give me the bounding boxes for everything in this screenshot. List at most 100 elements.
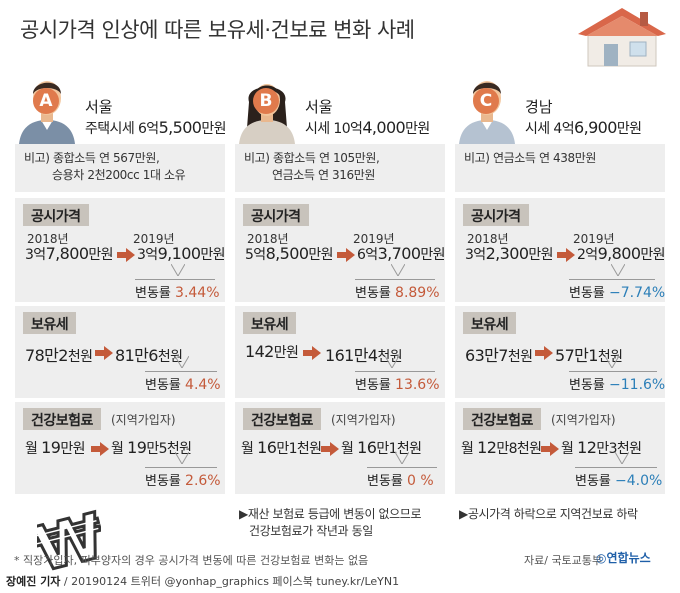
rate: 변동률 3.44%: [135, 285, 220, 301]
value-from: 63만7천원: [465, 346, 533, 365]
value-to: 3억9,100만원: [137, 244, 226, 263]
case-c: C 경남 시세 4억6,900만원 비고) 연금소득 연 438만원 공시가격 …: [455, 72, 667, 547]
year-from: 2018년: [247, 232, 289, 246]
year-from: 2018년: [467, 232, 509, 246]
assess-section: 공시가격 2018년 2019년 3억7,800만원 3억9,100만원 변동률…: [15, 198, 226, 302]
note-line: 비고) 연금소득 연 438만원: [464, 151, 596, 165]
rate-pointer: [615, 452, 629, 464]
value-from: 5억8,500만원: [245, 244, 334, 263]
arrow-icon: [91, 442, 109, 456]
assess-section: 공시가격 2018년 2019년 5억8,500만원 6억3,700만원 변동률…: [235, 198, 446, 302]
arrow-icon: [557, 248, 575, 262]
case-footnote: ▶재산 보험료 등급에 변동이 없으므로 건강보험료가 작년과 동일: [239, 506, 421, 540]
note-box: 비고) 종합소득 연 567만원, 승용차 2천200cc 1대 소유: [15, 144, 225, 192]
section-tag: 건강보험료: [463, 408, 541, 430]
value-from: 142만원: [245, 342, 299, 361]
case-footnote: ▶공시가격 하락으로 지역건보료 하락: [459, 506, 638, 523]
arrow-icon: [321, 442, 339, 456]
rate: 변동률 2.6%: [145, 473, 221, 489]
market-price: 주택시세 6억5,500만원: [85, 118, 227, 137]
rate: 변동률 13.6%: [355, 377, 440, 393]
region: 서울: [85, 98, 113, 116]
rate-divider: [145, 354, 217, 372]
value-from: 3억7,800만원: [25, 244, 114, 263]
rate: 변동률 −11.6%: [569, 377, 666, 393]
case-b: B 서울 시세 10억4,000만원 비고) 종합소득 연 105만원, 연금소…: [235, 72, 447, 547]
rate-divider: [569, 262, 655, 280]
section-tag: 공시가격: [243, 204, 309, 226]
section-tag-sub: (지역가입자): [331, 413, 396, 427]
rate-pointer: [175, 356, 189, 368]
section-tag-sub: (지역가입자): [551, 413, 616, 427]
value-to: 월 19만5천원: [111, 438, 192, 457]
case-a: A 서울 주택시세 6억5,500만원 비고) 종합소득 연 567만원, 승용…: [15, 72, 227, 574]
rate-divider: [355, 262, 435, 280]
rate-pointer: [611, 264, 625, 276]
market-price: 시세 4억6,900만원: [525, 118, 642, 137]
rate: 변동률 4.4%: [145, 377, 221, 393]
value-to: 81만6천원: [115, 346, 183, 365]
rate-divider: [355, 354, 435, 372]
holding-tax-section: 보유세 142만원 161만4천원 변동률 13.6%: [235, 306, 445, 398]
logo-icon: ◎: [596, 551, 607, 565]
logo: ◎연합뉴스: [596, 549, 651, 566]
page-title: 공시가격 인상에 따른 보유세·건보료 변화 사례: [20, 18, 415, 42]
rate-divider: [569, 354, 657, 372]
arrow-icon: [95, 346, 113, 360]
footnote: * 직장가입자, 피부양자의 경우 공시가격 변동에 따른 건강보험료 변화는 …: [14, 554, 369, 567]
value-from: 78만2천원: [25, 346, 93, 365]
note-line: 비고) 종합소득 연 567만원,: [24, 151, 160, 165]
rate-divider: [575, 450, 657, 468]
rate: 변동률 8.89%: [355, 285, 440, 301]
assess-section: 공시가격 2018년 2019년 3억2,300만원 2억9,800만원 변동률…: [455, 198, 666, 302]
section-tag: 건강보험료: [23, 408, 101, 430]
holding-tax-section: 보유세 63만7천원 57만1천원 변동률 −11.6%: [455, 306, 665, 398]
case-badge: A: [33, 88, 59, 114]
arrow-icon: [117, 248, 135, 262]
year-to: 2019년: [353, 232, 395, 246]
arrow-icon: [541, 442, 559, 456]
section-tag: 보유세: [23, 312, 77, 334]
rate: 변동률 0 %: [367, 473, 434, 489]
rate-pointer: [605, 356, 619, 368]
health-ins-section: 건강보험료 (지역가입자) 월 19만원 월 19만5천원 변동률 2.6%: [15, 402, 225, 494]
value-to: 월 12만3천원: [561, 438, 642, 457]
rate-pointer: [391, 264, 405, 276]
section-tag: 공시가격: [463, 204, 529, 226]
value-from: 월 12만8천원: [461, 438, 542, 457]
region: 서울: [305, 98, 333, 116]
health-ins-section: 건강보험료 (지역가입자) 월 12만8천원 월 12만3천원 변동률 −4.0…: [455, 402, 665, 494]
value-to: 6억3,700만원: [357, 244, 446, 263]
rate-pointer: [395, 452, 409, 464]
section-tag-sub: (지역가입자): [111, 413, 176, 427]
arrow-icon: [303, 346, 321, 360]
rate: 변동률 −4.0%: [575, 473, 663, 489]
holding-tax-section: 보유세 78만2천원 81만6천원 변동률 4.4%: [15, 306, 225, 398]
logo-text: 연합뉴스: [606, 551, 651, 565]
health-ins-section: 건강보험료 (지역가입자) 월 16만1천원 월 16만1천원 변동률 0 %: [235, 402, 445, 494]
note-line: 연금소득 연 316만원: [272, 168, 376, 182]
won-symbol-icon: ₩: [37, 508, 101, 574]
value-to: 월 16만1천원: [341, 438, 422, 457]
note-line: 승용차 2천200cc 1대 소유: [52, 168, 186, 182]
rate-divider: [367, 450, 437, 468]
credit-name: 장예진 기자: [6, 575, 61, 588]
note-line: 비고) 종합소득 연 105만원,: [244, 151, 380, 165]
case-badge: C: [473, 88, 499, 114]
note-box: 비고) 연금소득 연 438만원: [455, 144, 665, 192]
section-tag: 보유세: [243, 312, 297, 334]
section-tag: 보유세: [463, 312, 517, 334]
house-icon: [578, 8, 666, 67]
credit: 장예진 기자 / 20190124 트위터 @yonhap_graphics 페…: [6, 573, 399, 589]
value-to: 2억9,800만원: [577, 244, 666, 263]
section-tag: 건강보험료: [243, 408, 321, 430]
section-tag: 공시가격: [23, 204, 89, 226]
value-from: 월 16만1천원: [241, 438, 322, 457]
year-to: 2019년: [133, 232, 175, 246]
credit-rest: / 20190124 트위터 @yonhap_graphics 페이스북 tun…: [60, 575, 400, 588]
rate-pointer: [385, 356, 399, 368]
rate-pointer: [171, 264, 185, 276]
year-from: 2018년: [27, 232, 69, 246]
rate: 변동률 −7.74%: [569, 285, 666, 301]
case-badge: B: [253, 88, 279, 114]
